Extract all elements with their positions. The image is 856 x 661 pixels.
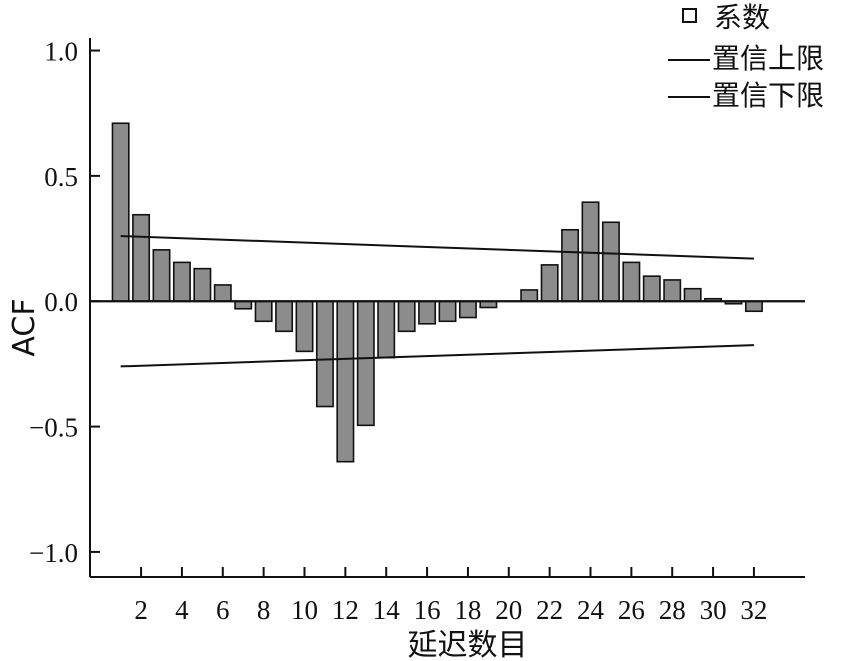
x-tick-label: 26 — [618, 595, 645, 625]
acf-bar — [601, 221, 620, 303]
acf-bar — [642, 275, 661, 303]
x-tick-label: 18 — [454, 595, 481, 625]
x-tick-label: 10 — [291, 595, 318, 625]
acf-bar — [377, 300, 396, 359]
acf-bar — [132, 213, 151, 303]
acf-bar — [458, 300, 477, 319]
x-tick-label: 2 — [134, 595, 148, 625]
lower-confidence-line — [120, 344, 754, 368]
acf-bar — [744, 300, 763, 313]
x-tick-label: 22 — [536, 595, 563, 625]
acf-bar — [520, 289, 539, 303]
acf-bar — [356, 300, 375, 427]
legend-upper-label: 置信上限 — [712, 42, 824, 75]
acf-bar — [234, 300, 253, 310]
upper-confidence-line — [120, 235, 754, 260]
acf-bar — [295, 300, 314, 353]
legend-coefficient-swatch — [682, 8, 697, 23]
x-tick-label: 14 — [373, 595, 401, 625]
acf-bar — [315, 300, 334, 408]
x-ticks: 2 4 6 8 10 12 14 16 18 20 22 24 26 28 30 32 — [134, 567, 767, 625]
acf-bar — [397, 300, 416, 333]
legend: 系数 置信上限 置信下限 — [668, 1, 824, 112]
acf-bar — [111, 122, 130, 303]
acf-bar — [152, 249, 171, 303]
acf-bar — [254, 300, 273, 323]
acf-bar — [683, 287, 702, 303]
x-tick-label: 28 — [659, 595, 686, 625]
legend-coefficient-label: 系数 — [714, 1, 770, 34]
x-tick-label: 20 — [495, 595, 522, 625]
acf-bars — [111, 122, 763, 463]
acf-bar — [622, 261, 641, 303]
acf-bar — [193, 267, 212, 303]
confidence-lines — [120, 235, 754, 368]
y-tick-label: −0.5 — [29, 413, 78, 443]
y-tick-label: −1.0 — [29, 538, 78, 568]
acf-bar — [418, 300, 437, 325]
x-tick-label: 4 — [175, 595, 189, 625]
x-tick-label: 16 — [414, 595, 441, 625]
acf-bar — [172, 261, 191, 303]
acf-bar — [561, 228, 580, 303]
acf-bar — [663, 279, 682, 303]
y-axis-title: ACF — [7, 298, 42, 356]
y-tick-label: 0.0 — [44, 287, 78, 317]
y-ticks: 1.0 0.5 0.0 −0.5 −1.0 — [29, 37, 100, 568]
acf-bar — [540, 264, 559, 303]
acf-bar — [275, 300, 294, 333]
acf-bar — [438, 300, 457, 323]
x-tick-label: 24 — [577, 595, 605, 625]
acf-bar — [213, 284, 232, 303]
acf-bar — [336, 300, 355, 463]
x-tick-label: 12 — [332, 595, 359, 625]
x-tick-label: 6 — [216, 595, 230, 625]
y-tick-label: 1.0 — [44, 37, 78, 67]
x-axis-title: 延迟数目 — [408, 628, 528, 661]
legend-lower-label: 置信下限 — [712, 79, 824, 112]
axes — [89, 38, 805, 578]
x-tick-label: 30 — [700, 595, 727, 625]
x-tick-label: 8 — [257, 595, 271, 625]
y-tick-label: 0.5 — [44, 162, 78, 192]
x-tick-label: 32 — [740, 595, 767, 625]
